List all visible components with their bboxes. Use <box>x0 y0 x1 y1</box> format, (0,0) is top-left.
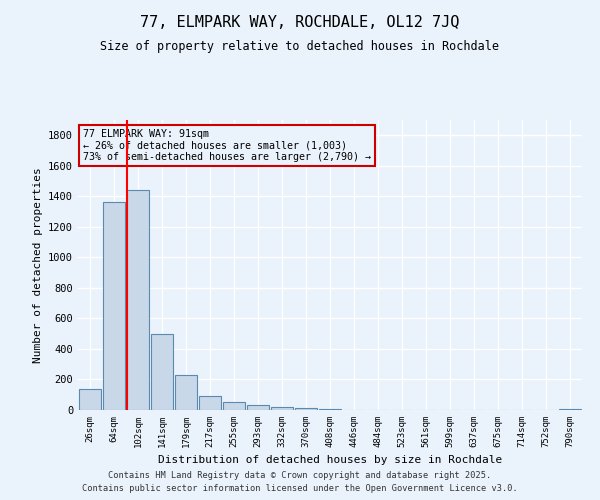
Y-axis label: Number of detached properties: Number of detached properties <box>32 167 43 363</box>
Bar <box>79 388 101 410</box>
Text: Contains HM Land Registry data © Crown copyright and database right 2025.: Contains HM Land Registry data © Crown c… <box>109 470 491 480</box>
Text: 77, ELMPARK WAY, ROCHDALE, OL12 7JQ: 77, ELMPARK WAY, ROCHDALE, OL12 7JQ <box>140 15 460 30</box>
Bar <box>175 375 197 410</box>
Bar <box>103 202 125 410</box>
Bar <box>247 406 269 410</box>
Bar <box>199 396 221 410</box>
Bar <box>295 408 317 410</box>
Bar <box>223 402 245 410</box>
Text: Size of property relative to detached houses in Rochdale: Size of property relative to detached ho… <box>101 40 499 53</box>
Bar <box>271 407 293 410</box>
Bar <box>127 190 149 410</box>
Text: 77 ELMPARK WAY: 91sqm
← 26% of detached houses are smaller (1,003)
73% of semi-d: 77 ELMPARK WAY: 91sqm ← 26% of detached … <box>83 128 371 162</box>
Bar <box>559 409 581 410</box>
X-axis label: Distribution of detached houses by size in Rochdale: Distribution of detached houses by size … <box>158 456 502 466</box>
Bar <box>151 334 173 410</box>
Bar <box>319 409 341 410</box>
Text: Contains public sector information licensed under the Open Government Licence v3: Contains public sector information licen… <box>82 484 518 493</box>
